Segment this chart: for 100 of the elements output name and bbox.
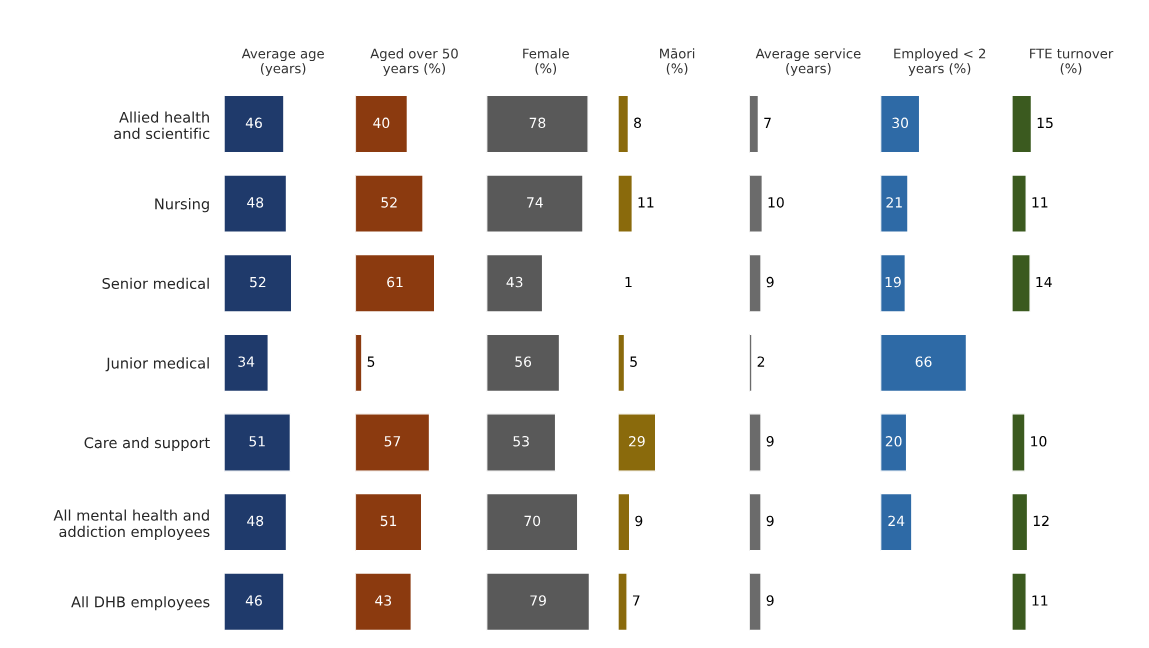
- data-label: 11: [1032, 595, 1048, 606]
- data-label: 43: [506, 276, 523, 288]
- data-label: 7: [632, 595, 640, 606]
- data-label: 79: [530, 595, 546, 606]
- bar: [618, 572, 628, 632]
- data-label: 2: [757, 356, 765, 367]
- bar: [749, 492, 762, 552]
- data-label: 57: [384, 436, 401, 447]
- data-label: 19: [885, 276, 901, 288]
- bar: [1011, 174, 1027, 234]
- y-tick-label: Care and support: [84, 436, 210, 452]
- data-label: 7: [764, 117, 771, 128]
- bar: [224, 253, 293, 313]
- bar: [618, 333, 626, 393]
- data-label: 43: [375, 595, 392, 606]
- bar: [749, 174, 764, 234]
- data-label: 34: [238, 356, 255, 367]
- bar: [224, 492, 288, 552]
- bar: [355, 413, 431, 472]
- y-tick-label: Nursing: [155, 198, 209, 213]
- data-label: 53: [513, 436, 529, 447]
- bar: [880, 174, 909, 234]
- bar: [355, 174, 424, 234]
- data-label: 9: [766, 595, 774, 606]
- bar: [880, 94, 921, 154]
- data-label: 51: [249, 436, 265, 447]
- data-label: 40: [373, 117, 390, 129]
- bar: [1011, 492, 1029, 552]
- bar: [880, 413, 908, 472]
- data-label: 24: [888, 515, 905, 526]
- bar: [749, 253, 762, 313]
- data-label: 15: [1037, 117, 1053, 129]
- bar: [355, 572, 413, 632]
- data-label: 52: [381, 197, 397, 208]
- data-label: 29: [629, 436, 645, 447]
- data-label: 30: [892, 117, 909, 129]
- bar: [618, 413, 657, 472]
- bar: [355, 333, 363, 393]
- data-label: 5: [630, 356, 637, 367]
- bar: [1011, 253, 1031, 313]
- data-label: 61: [387, 276, 403, 288]
- bar: [224, 413, 292, 472]
- data-label: 46: [245, 117, 262, 129]
- bar: [355, 492, 423, 552]
- bar: [224, 174, 288, 234]
- bar: [355, 253, 436, 313]
- chart-title: Average age (years): [241, 48, 324, 76]
- data-label: 46: [245, 595, 262, 606]
- text: FTE turnover (%): [1030, 48, 1114, 75]
- chart-title: Female (%): [523, 48, 569, 75]
- data-label: 12: [1033, 515, 1049, 526]
- bar: [486, 492, 579, 552]
- bar: [749, 94, 760, 154]
- data-label: 20: [885, 436, 902, 447]
- data-label: 78: [529, 117, 546, 129]
- data-label: 8: [634, 117, 642, 129]
- data-label: 51: [380, 515, 397, 527]
- y-tick-label: Allied health and scientific: [114, 111, 210, 140]
- data-label: 9: [766, 276, 774, 288]
- data-label: 70: [524, 515, 541, 527]
- chart-title: Aged over 50 years (%): [370, 48, 458, 76]
- bar: [880, 333, 968, 393]
- bar: [486, 94, 589, 154]
- data-label: 66: [915, 356, 932, 367]
- data-label: 56: [515, 356, 532, 367]
- y-tick-label: Senior medical: [102, 277, 209, 290]
- bar: [486, 333, 561, 393]
- bar: [1011, 572, 1027, 632]
- y-tick-label: All DHB employees: [71, 596, 210, 611]
- data-label: 14: [1036, 276, 1052, 288]
- y-tick-label: Junior medical: [105, 357, 209, 372]
- bar: [618, 174, 634, 234]
- bar: [880, 492, 913, 552]
- data-label: 74: [527, 197, 543, 208]
- bar: [486, 413, 557, 472]
- bar: [486, 253, 544, 313]
- data-label: 48: [247, 515, 264, 527]
- bar: [486, 174, 584, 234]
- bar: [355, 94, 409, 154]
- bar: [749, 572, 762, 632]
- data-label: 10: [1031, 436, 1047, 447]
- bar: [1011, 94, 1033, 154]
- bar: [486, 572, 591, 632]
- data-label: 9: [635, 515, 643, 527]
- data-label: 21: [886, 197, 902, 208]
- bar: [224, 333, 269, 393]
- y-tick-label: All mental health and addiction employees: [53, 509, 210, 540]
- text: Average service (years): [755, 48, 861, 76]
- bar: [618, 492, 631, 552]
- bar: [749, 413, 762, 472]
- bar: [224, 94, 285, 154]
- chart-title: Māori (%): [660, 48, 695, 75]
- bar: [880, 253, 907, 313]
- chart-title: Employed < 2 years (%): [894, 48, 986, 76]
- data-label: 5: [367, 356, 375, 367]
- data-label: 52: [250, 276, 266, 288]
- bar: [1011, 413, 1026, 472]
- data-label: 48: [247, 197, 264, 208]
- data-label: 9: [766, 436, 774, 447]
- bar: [224, 572, 285, 632]
